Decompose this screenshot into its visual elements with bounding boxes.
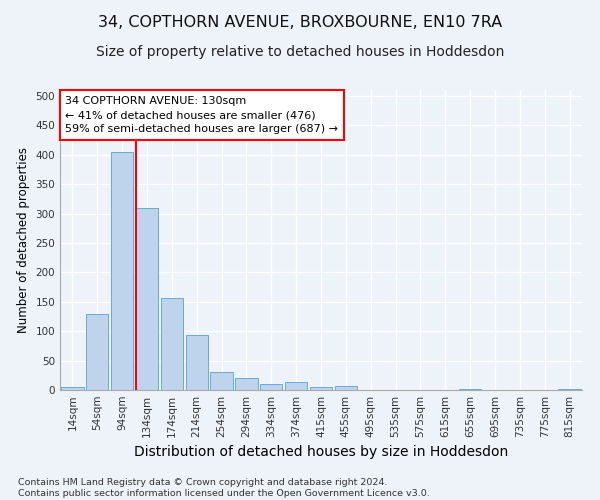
Text: 34, COPTHORN AVENUE, BROXBOURNE, EN10 7RA: 34, COPTHORN AVENUE, BROXBOURNE, EN10 7R… xyxy=(98,15,502,30)
Bar xyxy=(235,378,257,390)
Bar xyxy=(459,389,481,390)
Text: Contains HM Land Registry data © Crown copyright and database right 2024.
Contai: Contains HM Land Registry data © Crown c… xyxy=(18,478,430,498)
Bar xyxy=(260,384,283,390)
Y-axis label: Number of detached properties: Number of detached properties xyxy=(17,147,30,333)
Bar xyxy=(111,152,133,390)
Bar xyxy=(310,387,332,390)
Text: Size of property relative to detached houses in Hoddesdon: Size of property relative to detached ho… xyxy=(96,45,504,59)
Bar xyxy=(285,382,307,390)
Bar xyxy=(211,372,233,390)
Bar xyxy=(185,336,208,390)
Bar xyxy=(335,386,357,390)
Bar xyxy=(61,387,83,390)
Bar xyxy=(86,314,109,390)
Text: 34 COPTHORN AVENUE: 130sqm
← 41% of detached houses are smaller (476)
59% of sem: 34 COPTHORN AVENUE: 130sqm ← 41% of deta… xyxy=(65,96,338,134)
Bar xyxy=(136,208,158,390)
Bar xyxy=(161,298,183,390)
X-axis label: Distribution of detached houses by size in Hoddesdon: Distribution of detached houses by size … xyxy=(134,446,508,460)
